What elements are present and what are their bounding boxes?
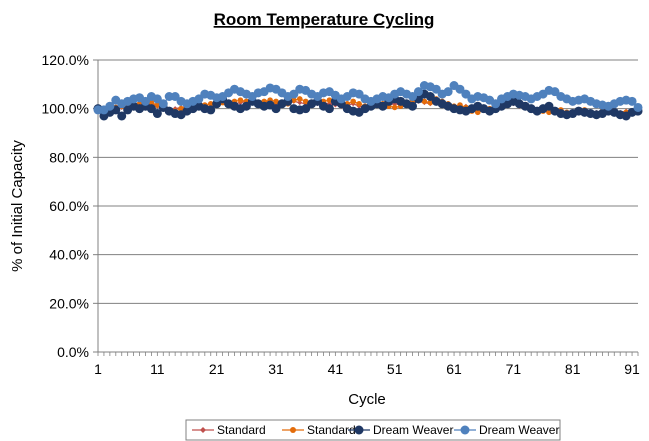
data-point [237,97,244,103]
data-point [152,94,162,104]
data-point [544,101,554,111]
data-point [271,104,281,114]
data-point [546,109,552,116]
y-tick-label: 60.0% [49,198,89,214]
y-tick-label: 120.0% [42,52,89,68]
x-tick-label: 11 [150,361,165,377]
data-point [627,96,637,106]
series-layer [93,81,643,121]
x-tick-label: 31 [268,361,284,377]
data-point [241,101,251,111]
data-point [408,101,418,111]
x-tick-label: 81 [565,361,581,377]
x-tick-labels: 1 11 21 31 41 51 61 71 81 91 [94,361,640,377]
data-point [474,109,481,116]
data-point [170,92,180,101]
data-point [461,89,471,99]
data-point [356,101,362,107]
x-tick-label: 41 [328,361,344,377]
y-tick-label: 40.0% [49,247,89,263]
legend: Standard Standard Dream Weaver Dream Weaver [185,419,561,441]
data-point [158,99,168,109]
data-point [178,105,184,112]
y-tick-label: 20.0% [49,295,89,311]
data-point [354,89,364,99]
x-tick-label: 21 [209,361,225,377]
data-point [301,104,311,114]
data-point [413,87,423,97]
chart-title: Room Temperature Cycling [214,10,435,29]
data-point [408,92,418,101]
legend-label: Dream Weaver [479,423,559,437]
data-point [296,96,303,102]
legend-item: Standard [192,423,266,437]
legend-marker [290,427,296,433]
y-tick-label: 0.0% [57,344,89,360]
data-point [148,99,155,106]
data-point [146,104,156,114]
legend-marker [200,427,206,433]
data-point [105,101,115,111]
data-point [491,99,501,109]
data-point [194,94,204,104]
data-point [289,89,299,99]
y-tick-labels: 0.0% 20.0% 40.0% 60.0% 80.0% 100.0% 120.0% [42,52,89,360]
data-point [550,87,560,97]
legend-label: Standard [217,423,266,437]
legend-item: Standard [282,423,356,437]
data-point [291,97,297,103]
data-point [273,98,279,105]
data-point [302,98,309,105]
x-tick-label: 51 [387,361,403,377]
data-point [391,104,398,111]
data-point [378,101,388,111]
data-point [425,92,435,101]
legend-label: Dream Weaver [373,423,453,437]
data-point [427,99,434,106]
legend-marker [354,425,364,435]
y-tick-label: 80.0% [49,149,89,165]
legend-label: Standard [307,423,356,437]
legend-marker [460,425,470,435]
data-point [117,111,127,121]
x-tick-label: 61 [446,361,462,377]
data-point [324,104,334,114]
legend-item: Dream Weaver [454,423,559,437]
data-point [431,84,441,94]
data-point [154,102,161,108]
series-4 [93,81,643,115]
data-point [140,96,150,106]
data-point [443,87,453,97]
y-tick-label: 100.0% [42,101,89,117]
legend-frame [185,419,561,441]
data-point [421,98,428,105]
x-axis-title: Cycle [348,391,386,408]
legend-items: Standard Standard Dream Weaver Dream Weaver [192,423,559,437]
data-point [206,105,216,115]
legend-item: Dream Weaver [348,423,453,437]
x-tick-label: 91 [624,361,640,377]
data-point [326,97,333,103]
data-point [207,101,214,107]
x-tick-label: 1 [94,361,102,377]
y-axis-title: % of Initial Capacity [9,140,26,272]
x-tick-label: 71 [506,361,522,377]
data-point [633,102,643,112]
data-point [152,109,162,119]
data-point [350,98,356,105]
data-point [455,84,465,94]
